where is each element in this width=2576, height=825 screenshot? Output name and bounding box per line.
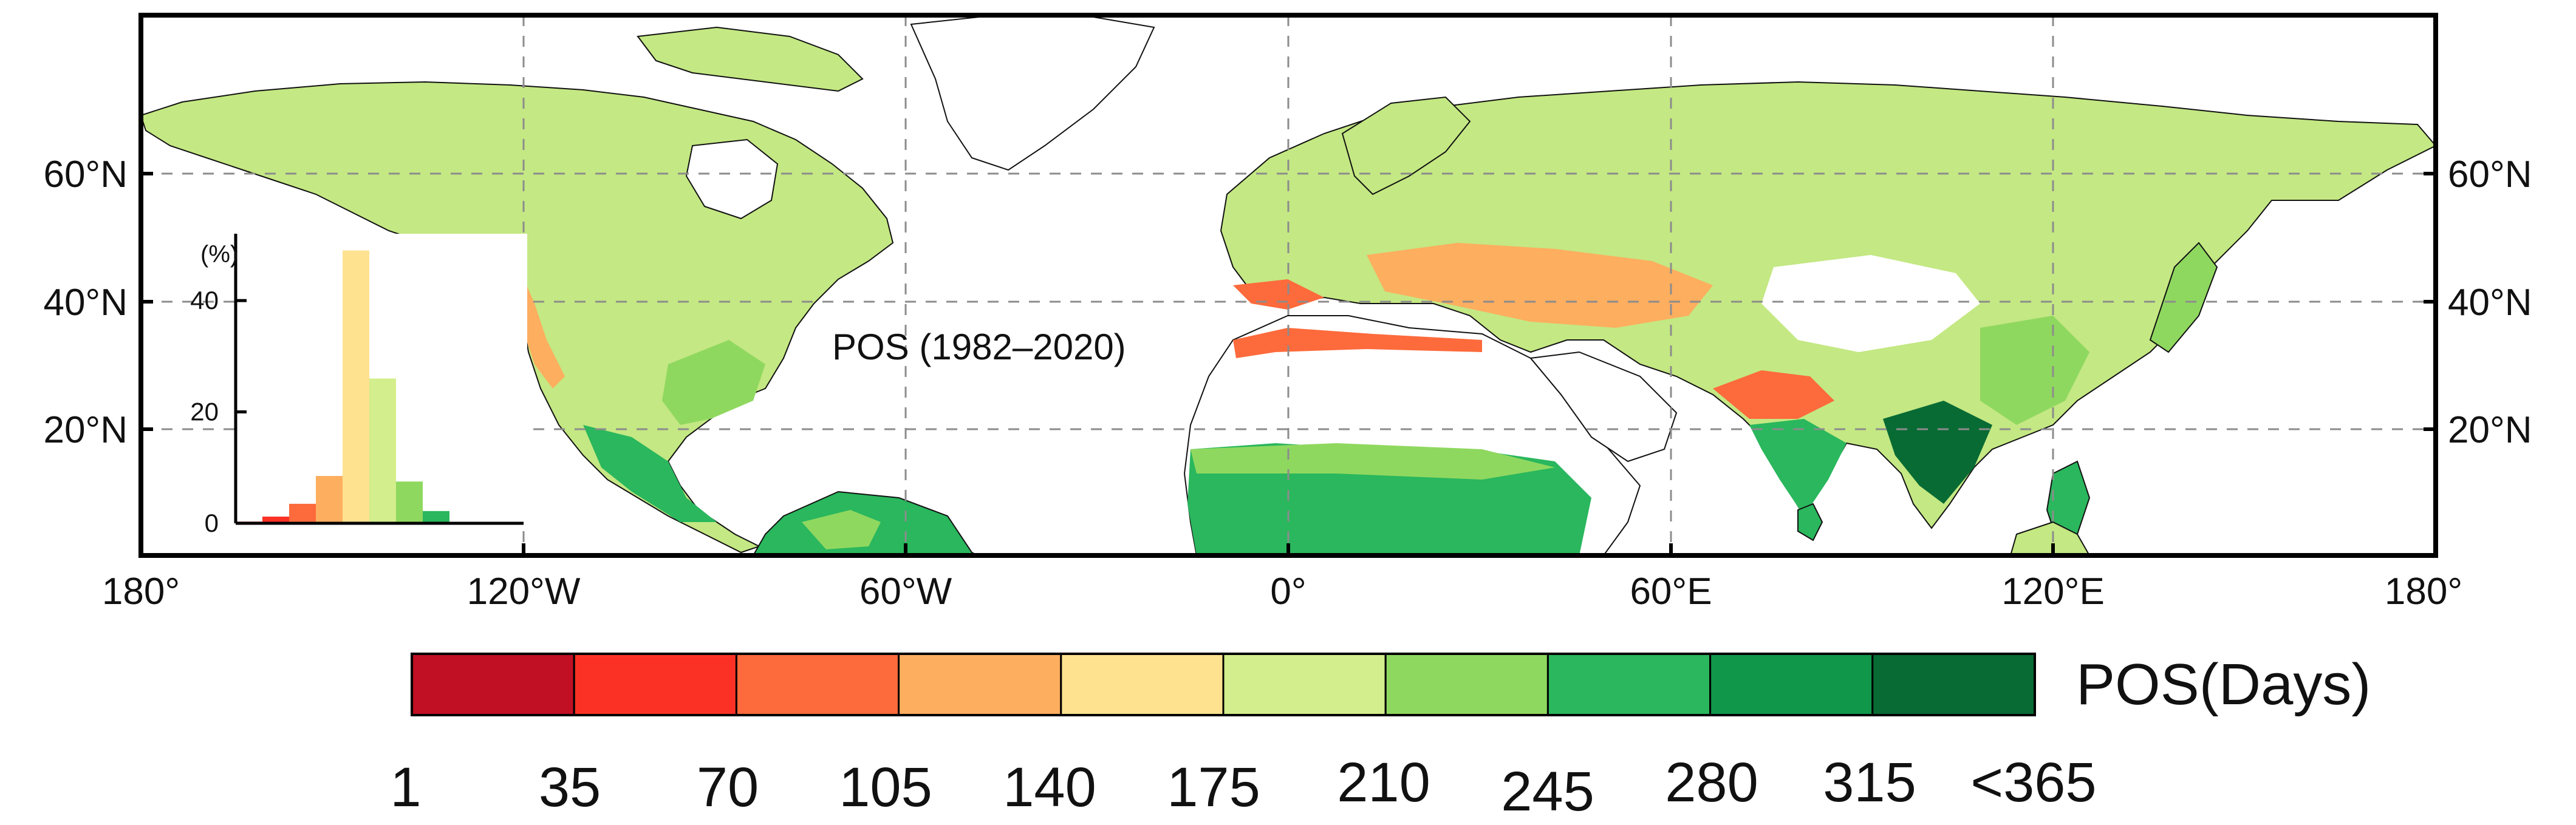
legend-tick-label: 140 [1003,756,1096,818]
japan [2149,242,2218,353]
legend-tick-label: 35 [539,756,601,818]
legend-tick-label: 280 [1665,752,1758,813]
legend-tick-label: 175 [1167,756,1260,818]
legend-tick-label: 245 [1501,761,1594,823]
gobi-desert [1761,255,1980,352]
lat-label-40n-left: 40°N [43,282,128,324]
inset-histogram: 0 20 40 (%) [190,234,527,537]
east-china-green [1980,316,2089,425]
legend-swatch-2 [573,653,737,716]
lon-label-180e: 180° [2385,571,2462,613]
legend-tick-label: 315 [1823,752,1916,813]
histogram-ytick-label: 20 [190,398,219,426]
histogram-bar-7 [396,481,423,523]
legend-swatch-6 [1222,653,1387,716]
histogram-bar-5 [343,250,369,523]
central-asia-warm [1367,243,1713,328]
histogram-bar-4 [316,476,343,523]
lat-label-20n-left: 20°N [43,409,128,451]
lon-label-60e: 60°E [1630,571,1712,613]
histogram-bar-3 [289,503,316,523]
arabian-peninsula [1529,351,1678,463]
legend-title: POS(Days) [2076,652,2371,717]
legend-swatch-3 [735,653,900,716]
lat-labels-left: 60°N 40°N 20°N [43,154,128,451]
histogram-bars [236,250,449,523]
lon-labels: 180° 120°W 60°W 0° 60°E 120°E 180° [102,571,2462,613]
legend-tick-labels: 1 35 70 105 140 175 210 245 280 315 <365 [390,752,2096,823]
legend-swatch-7 [1384,653,1549,716]
legend-swatch-5 [1060,653,1225,716]
lat-label-60n-left: 60°N [43,154,128,195]
legend-swatch-9 [1709,653,1874,716]
lat-labels-right: 60°N 40°N 20°N [2448,154,2532,451]
color-legend: POS(Days) 1 35 70 105 140 175 210 245 280 315 <365 [390,652,2371,823]
land-masses [140,14,2437,556]
legend-tick-label: 210 [1337,752,1430,813]
lat-label-40n-right: 40°N [2448,282,2532,324]
legend-swatch-4 [898,653,1062,716]
lat-label-60n-right: 60°N [2448,154,2532,195]
north-africa-coast [1233,328,1482,358]
histogram-ytick-label: 0 [205,509,219,537]
lon-label-120w: 120°W [467,571,581,613]
hudson-bay [685,138,779,220]
histogram-bar-2 [262,516,289,523]
histogram-ytick-label: 40 [190,286,219,314]
histogram-bar-8 [423,511,449,523]
legend-swatch-1 [411,653,575,716]
sa-light [802,510,881,549]
se-asia-green [1883,401,1992,504]
histogram-bar-6 [369,378,396,523]
na-east-green [662,340,765,425]
sahel-light [1191,443,1555,480]
map-annotation: POS (1982–2020) [832,327,1126,367]
lon-label-120e: 120°E [2001,571,2105,613]
legend-swatch-10 [1871,653,2036,716]
histogram-y-ticks: 0 20 40 [190,286,247,537]
legend-tick-label: 70 [697,756,759,818]
legend-tick-label: <365 [1970,752,2096,813]
tibet-warm [1713,370,1834,419]
canadian-arctic-islands [637,26,864,92]
australia-top [2009,521,2091,556]
na-south-green [583,425,717,522]
lon-label-60w: 60°W [859,571,952,613]
legend-colorbar [411,653,2036,716]
sri-lanka [1797,503,1823,542]
legend-frame [411,653,2036,716]
greenland [910,14,1155,171]
legend-tick-label: 1 [390,756,421,818]
frame-ticks [141,172,2436,555]
legend-tick-label: 105 [839,756,932,818]
legend-swatch-8 [1546,653,1712,716]
inset-ylabel: (%) [200,241,238,268]
map-panel: POS (1982–2020) 60°N 40°N 20°N 60°N 40°N… [43,13,2532,613]
lon-label-0: 0° [1270,571,1306,613]
lon-label-180w: 180° [102,571,180,613]
scandinavia [1341,96,1471,195]
lat-label-20n-right: 20°N [2448,409,2532,451]
south-asia-green [1749,419,1847,516]
